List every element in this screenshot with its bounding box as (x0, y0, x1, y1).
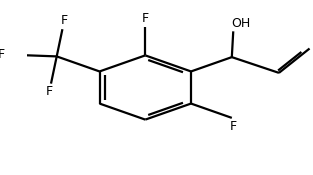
Text: F: F (142, 12, 149, 25)
Text: OH: OH (231, 17, 250, 30)
Text: F: F (230, 120, 237, 133)
Text: F: F (60, 15, 67, 27)
Text: F: F (0, 48, 4, 61)
Text: F: F (46, 85, 53, 98)
